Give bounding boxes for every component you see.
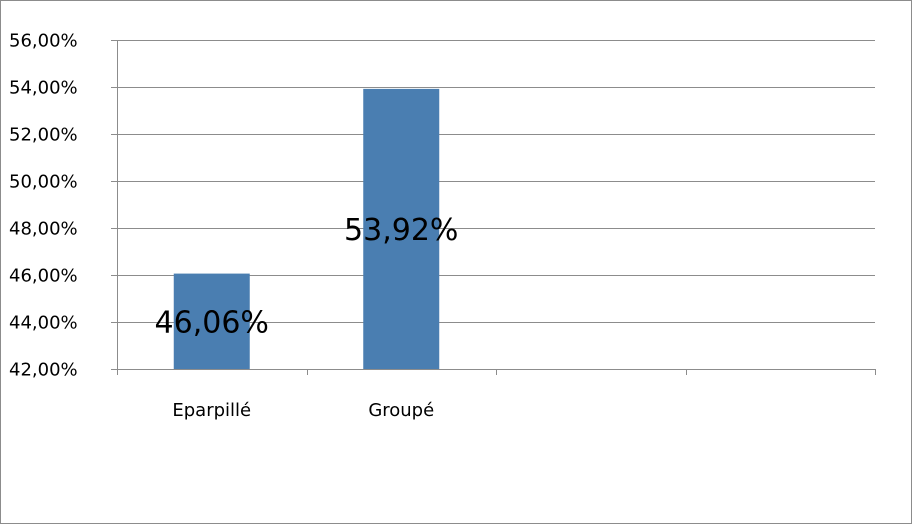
labels: 42,00% 44,00% 46,00% 48,00% 50,00% 52,00% 54,0… xyxy=(9,31,458,422)
y-tick-label: 48,00% xyxy=(9,219,78,240)
y-tick-label: 50,00% xyxy=(9,172,78,193)
y-tick-label: 46,00% xyxy=(9,266,78,287)
y-tick-label: 44,00% xyxy=(9,313,78,334)
x-category-label: Groupé xyxy=(368,400,434,421)
data-label: 46,06% xyxy=(155,305,269,340)
axes xyxy=(111,40,876,375)
y-tick-label: 54,00% xyxy=(9,78,78,99)
bars xyxy=(173,88,440,369)
x-category-label: Eparpillé xyxy=(172,400,251,421)
bar xyxy=(363,88,440,369)
y-tick-label: 52,00% xyxy=(9,125,78,146)
bar xyxy=(173,273,250,369)
data-label: 53,92% xyxy=(344,213,458,248)
y-tick-label: 56,00% xyxy=(9,31,78,52)
y-tick-label: 42,00% xyxy=(9,360,78,381)
